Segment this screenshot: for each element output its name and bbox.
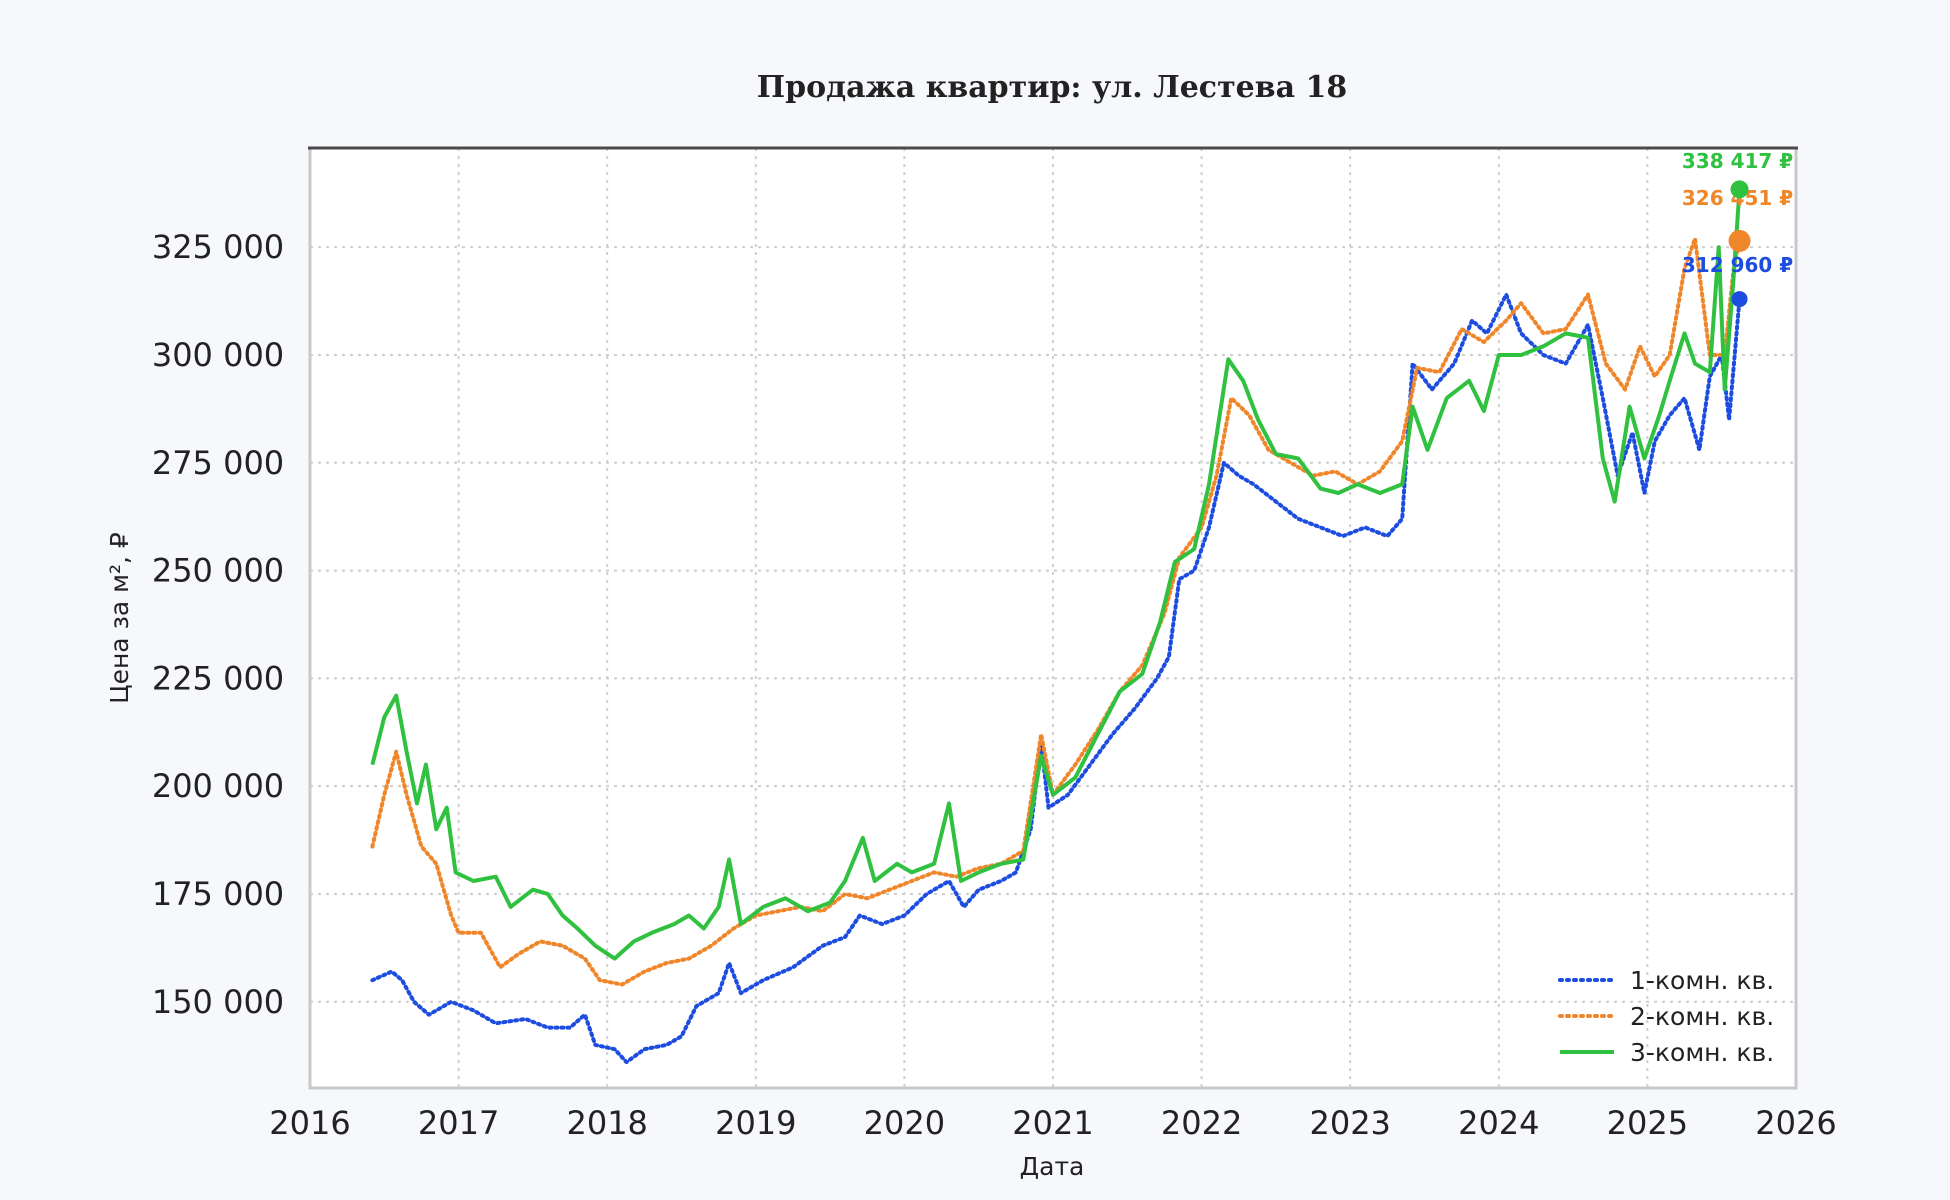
end-markers: 312 960 ₽326 451 ₽338 417 ₽ [1682,149,1793,308]
x-tick-label: 2016 [269,1104,350,1142]
series-end-label-1: 312 960 ₽ [1682,253,1793,277]
series-layer [370,189,1742,1065]
x-tick-label: 2018 [566,1104,647,1142]
series-end-marker-1 [1731,291,1748,308]
y-tick-label: 225 000 [152,659,284,697]
plot-area [310,148,1796,1088]
y-axis-label: Цена за м², ₽ [105,532,134,704]
x-tick-label: 2026 [1755,1104,1836,1142]
x-tick-label: 2017 [418,1104,499,1142]
series-end-label-3: 338 417 ₽ [1682,149,1793,173]
legend: 1-комн. кв. 2-комн. кв. 3-комн. кв. [1558,966,1774,1067]
y-tick-label: 275 000 [152,444,284,482]
legend-label-2: 2-комн. кв. [1630,1002,1774,1031]
series-line-2 [370,236,1742,987]
series-end-marker-2 [1728,229,1751,252]
x-tick-label: 2024 [1458,1104,1539,1142]
chart-title: Продажа квартир: ул. Лестева 18 [757,70,1347,105]
series-end-marker-3 [1730,180,1749,199]
y-tick-label: 250 000 [152,552,284,590]
y-tick-label: 300 000 [152,336,284,374]
y-tick-label: 175 000 [152,875,284,913]
x-axis-ticks: 2016 2017 2018 2019 2020 2021 2022 2023 2024 2025… [269,1104,1836,1142]
legend-label-3: 3-комн. кв. [1630,1038,1774,1067]
x-tick-label: 2022 [1161,1104,1242,1142]
series-line-1 [370,292,1742,1065]
y-tick-label: 325 000 [152,228,284,266]
y-axis-ticks: 150 000 175 000 200 000 225 000 250 000 275 0… [152,228,284,1021]
y-tick-label: 200 000 [152,767,284,805]
x-tick-label: 2019 [715,1104,796,1142]
x-tick-label: 2023 [1309,1104,1390,1142]
x-tick-label: 2020 [864,1104,945,1142]
x-tick-label: 2025 [1607,1104,1688,1142]
x-axis-label: Дата [1020,1152,1085,1181]
y-tick-label: 150 000 [152,983,284,1021]
series-line-3 [370,189,1742,961]
legend-label-1: 1-комн. кв. [1630,966,1774,995]
x-tick-label: 2021 [1012,1104,1093,1142]
